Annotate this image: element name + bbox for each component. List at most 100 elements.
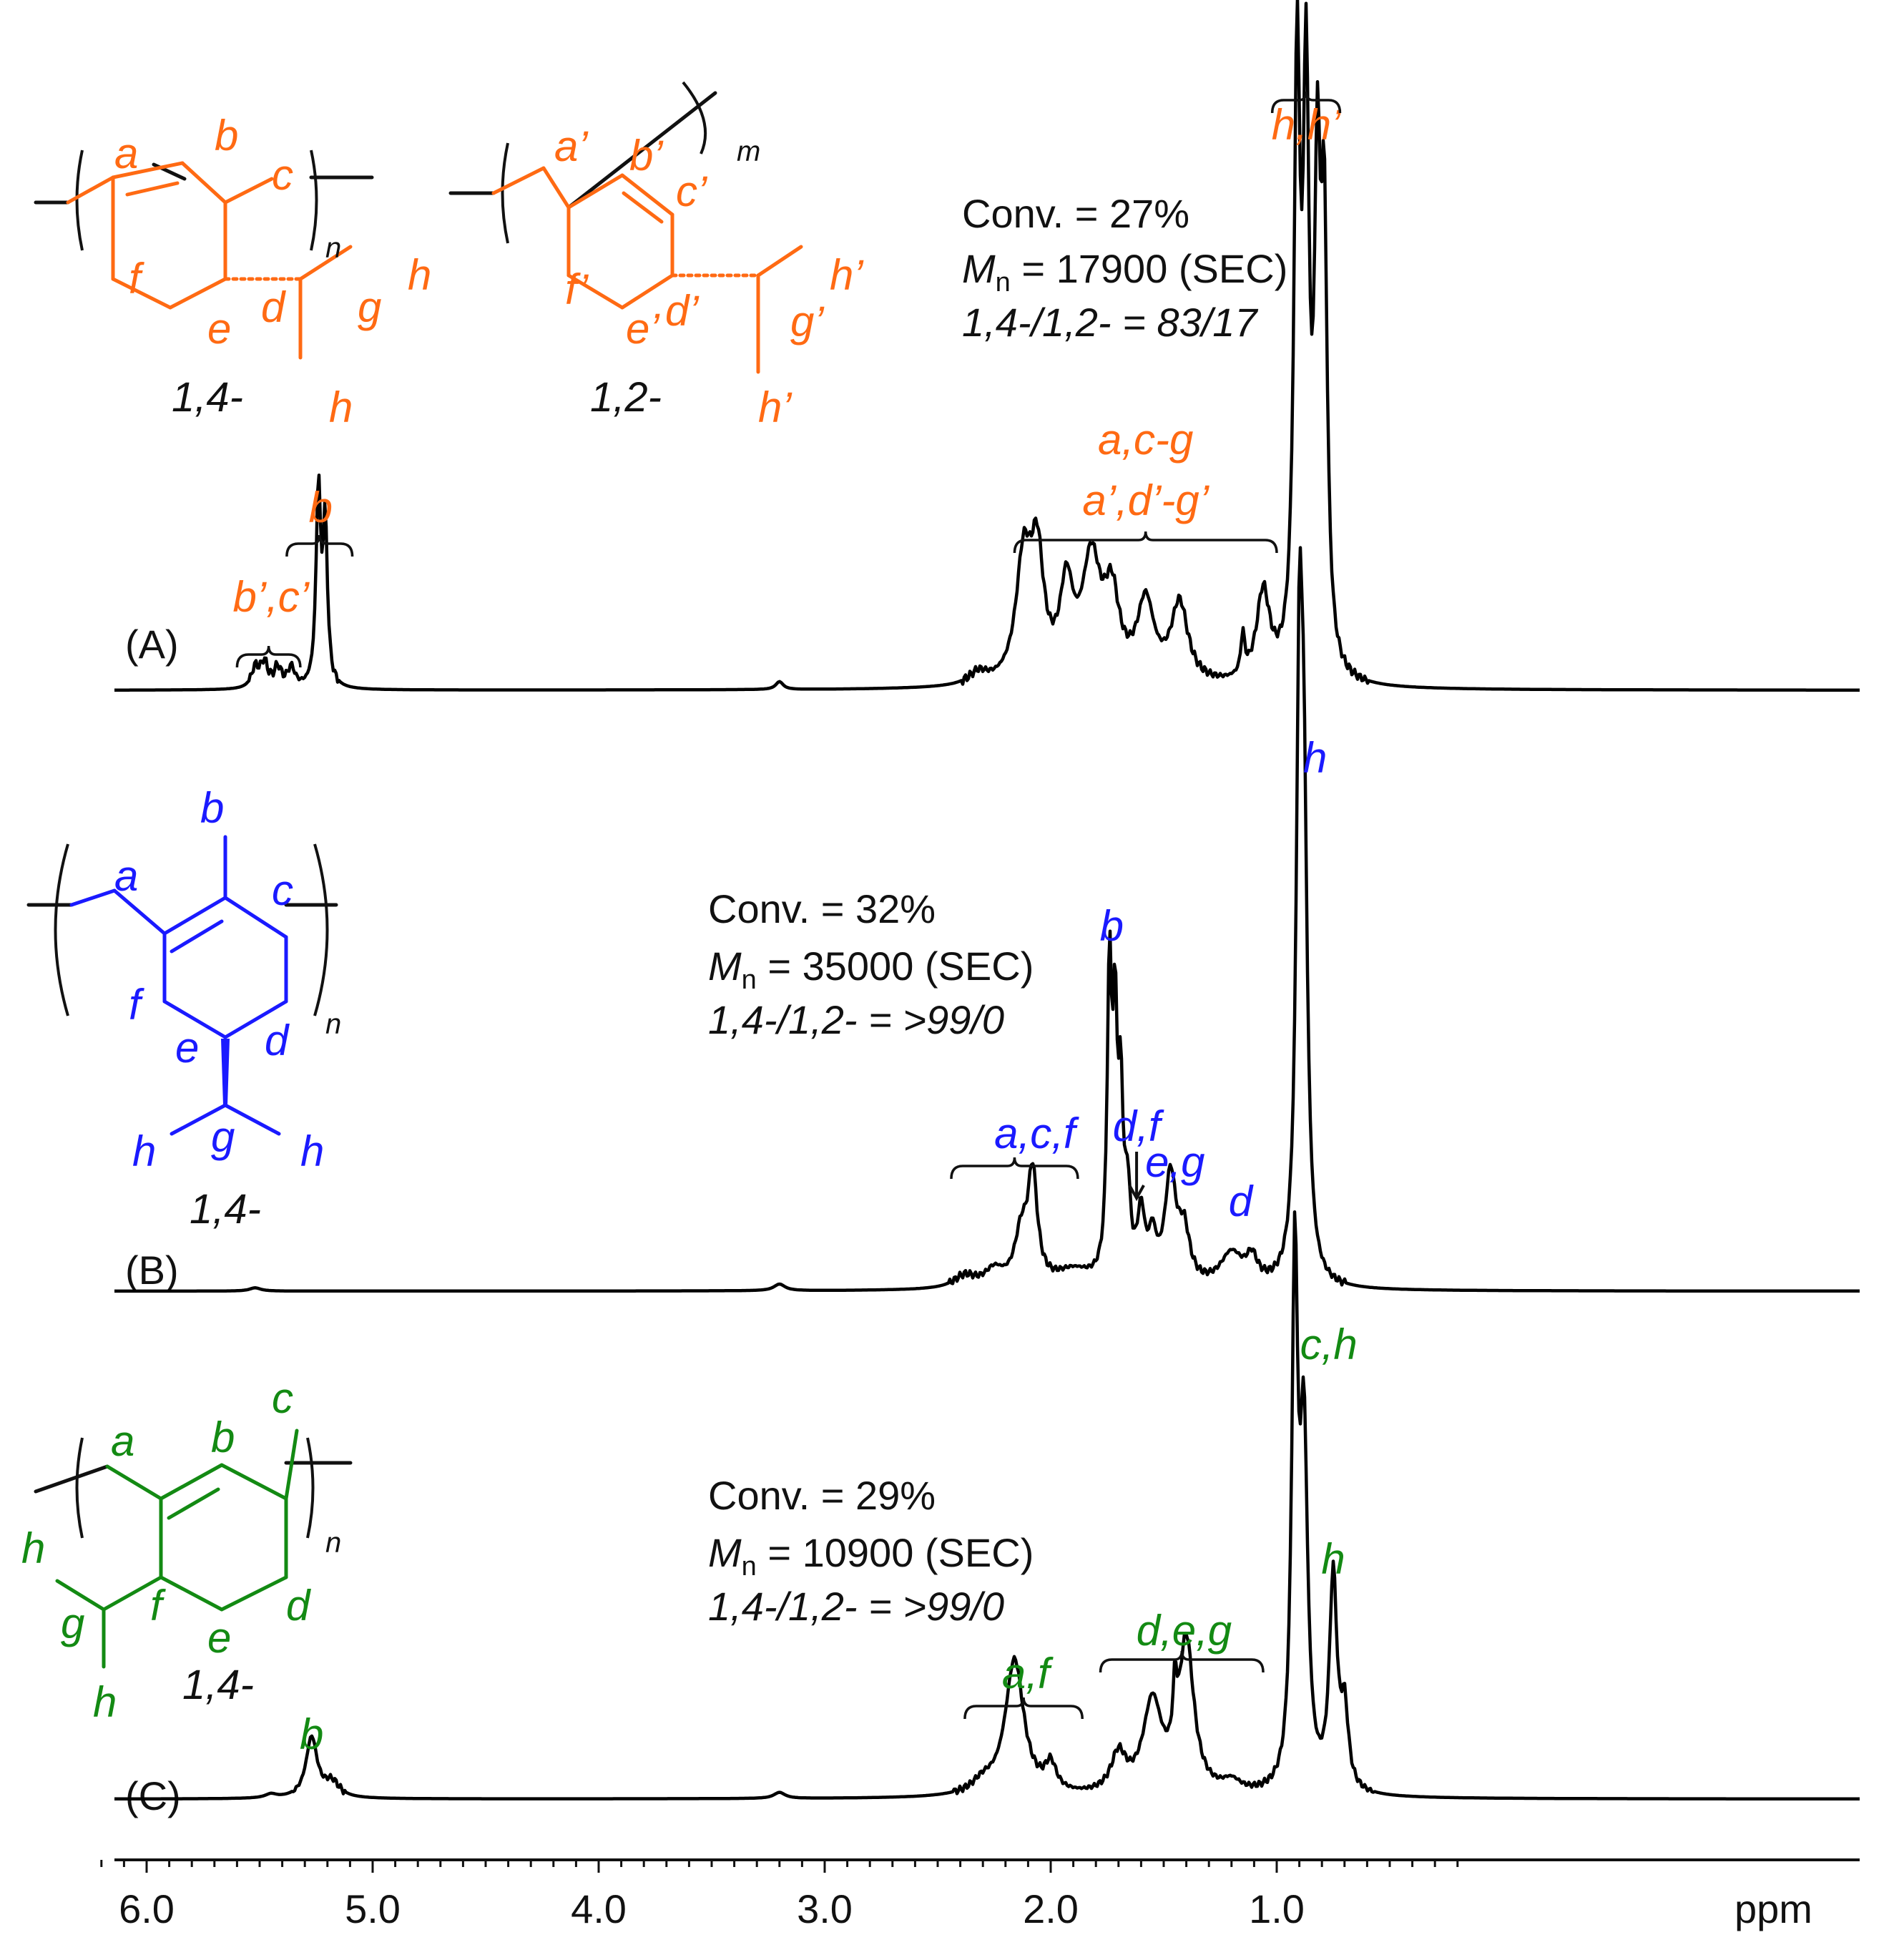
peak-label: b — [300, 1710, 323, 1758]
svg-text:b: b — [211, 1413, 235, 1461]
peak-label: d,e,g — [1137, 1607, 1232, 1655]
svg-text:m: m — [737, 136, 760, 167]
mn-a: Mn = 17900 (SEC) — [962, 246, 1287, 298]
peak-label: d,f — [1113, 1102, 1164, 1150]
svg-text:d’: d’ — [665, 287, 700, 335]
ratio-c: 1,4-/1,2- = >99/0 — [708, 1584, 1004, 1629]
x-tick-label: 1.0 — [1249, 1886, 1305, 1931]
peak-bracket — [950, 1157, 1079, 1180]
peak-label: a’,d’-g’ — [1082, 476, 1209, 524]
ratio-b: 1,4-/1,2- = >99/0 — [708, 997, 1004, 1042]
peak-bracket — [1270, 91, 1342, 114]
spectrum-a — [114, 0, 1860, 692]
conv-c: Conv. = 29% — [708, 1473, 936, 1518]
spectrum-c — [114, 1210, 1860, 1801]
svg-text:1,2-: 1,2- — [590, 374, 662, 421]
peak-label: b — [309, 484, 333, 531]
svg-text:a: a — [114, 129, 138, 177]
svg-text:h: h — [408, 251, 431, 299]
peak-label: c,h — [1300, 1321, 1358, 1368]
svg-text:d: d — [286, 1582, 311, 1630]
mn-b: Mn = 35000 (SEC) — [708, 944, 1034, 995]
x-tick-label: 2.0 — [1023, 1886, 1079, 1931]
peak-label: h — [1321, 1535, 1345, 1583]
conv-b: Conv. = 32% — [708, 886, 936, 931]
svg-text:c: c — [272, 866, 293, 914]
peak-label: b’,c’ — [232, 573, 310, 621]
svg-text:e’: e’ — [626, 305, 660, 353]
svg-text:n: n — [325, 1527, 341, 1559]
peak-label: h — [1303, 734, 1327, 782]
svg-text:f: f — [150, 1582, 166, 1630]
panel-label-c: (C) — [125, 1773, 181, 1818]
svg-text:f: f — [129, 981, 144, 1029]
svg-text:e: e — [175, 1024, 199, 1072]
peak-label: a,c,f — [994, 1109, 1079, 1157]
svg-text:c: c — [272, 1374, 293, 1422]
svg-text:g: g — [358, 283, 381, 331]
svg-text:g: g — [211, 1113, 235, 1161]
svg-text:n: n — [325, 1009, 341, 1040]
svg-text:h: h — [93, 1678, 117, 1726]
svg-text:h’: h’ — [758, 383, 792, 431]
spectrum-b — [114, 546, 1860, 1293]
peak-label: b — [1100, 902, 1124, 950]
peak-label: d — [1229, 1177, 1254, 1225]
x-axis-unit: ppm — [1734, 1886, 1812, 1931]
svg-text:n: n — [325, 232, 341, 264]
peak-label: a,f — [1002, 1650, 1054, 1697]
peak-annotations: b’,c’ b a,c-g a’,d’-g’ h,h’ b a,c,f d,fe,g d h b a,… — [232, 91, 1358, 1758]
info-b: Conv. = 32% Mn = 35000 (SEC) 1,4-/1,2- =… — [708, 886, 1034, 1042]
structure-b-1-4: a b c f e d g h h n 1,4- — [26, 784, 341, 1233]
x-tick-label: 3.0 — [797, 1886, 853, 1931]
svg-text:e: e — [207, 305, 231, 353]
peak-bracket — [1099, 1650, 1265, 1673]
mn-c: Mn = 10900 (SEC) — [708, 1530, 1034, 1582]
x-axis-minor-ticks — [100, 1860, 1459, 1873]
peak-bracket — [235, 645, 302, 668]
x-tick-label: 5.0 — [345, 1886, 401, 1931]
svg-text:f’: f’ — [565, 265, 589, 313]
svg-text:b: b — [215, 112, 238, 160]
svg-text:h: h — [132, 1127, 156, 1175]
svg-text:1,4-: 1,4- — [190, 1186, 261, 1233]
structure-a-1-2: a’ b’ c’ f’ e’ d’ g’ h’ h’ m 1,2- — [448, 81, 864, 431]
svg-text:h: h — [300, 1127, 324, 1175]
svg-text:g: g — [61, 1599, 84, 1647]
peak-label: a,c-g — [1098, 416, 1193, 464]
x-tick-label: 6.0 — [119, 1886, 175, 1931]
structure-a-1-4: a b c f e d g h h n 1,4- — [34, 112, 431, 431]
svg-text:h: h — [329, 383, 353, 431]
ratio-a: 1,4-/1,2- = 83/17 — [962, 300, 1258, 345]
info-c: Conv. = 29% Mn = 10900 (SEC) 1,4-/1,2- =… — [708, 1473, 1034, 1629]
svg-text:h’: h’ — [830, 251, 864, 299]
svg-text:g’: g’ — [790, 298, 825, 346]
structure-c-1-4: a b c d e f g h h n 1,4- — [21, 1374, 353, 1726]
svg-text:c’: c’ — [676, 167, 708, 215]
peak-label: e,g — [1145, 1138, 1204, 1186]
svg-text:b: b — [200, 784, 224, 832]
svg-text:1,4-: 1,4- — [182, 1662, 254, 1708]
svg-text:d: d — [261, 283, 286, 331]
x-tick-label: 4.0 — [571, 1886, 627, 1931]
info-a: Conv. = 27% Mn = 17900 (SEC) 1,4-/1,2- =… — [962, 191, 1287, 345]
peak-bracket — [963, 1697, 1084, 1720]
svg-text:c: c — [272, 151, 293, 199]
svg-text:f: f — [129, 255, 144, 303]
svg-text:a: a — [111, 1417, 134, 1465]
conv-a: Conv. = 27% — [962, 191, 1189, 236]
panel-label-b: (B) — [125, 1248, 179, 1293]
arrow-icon — [1128, 1152, 1145, 1202]
panel-label-a: (A) — [125, 622, 179, 667]
svg-text:1,4-: 1,4- — [172, 374, 243, 421]
svg-text:h: h — [21, 1524, 45, 1572]
svg-text:a: a — [114, 852, 138, 900]
svg-text:e: e — [207, 1614, 231, 1662]
svg-text:b’: b’ — [629, 132, 664, 180]
x-axis: 6.0 5.0 4.0 3.0 2.0 1.0 ppm — [100, 1858, 1860, 1931]
svg-text:d: d — [265, 1016, 290, 1064]
peak-bracket — [1013, 531, 1278, 554]
svg-text:a’: a’ — [554, 122, 589, 170]
peak-bracket — [285, 534, 354, 557]
